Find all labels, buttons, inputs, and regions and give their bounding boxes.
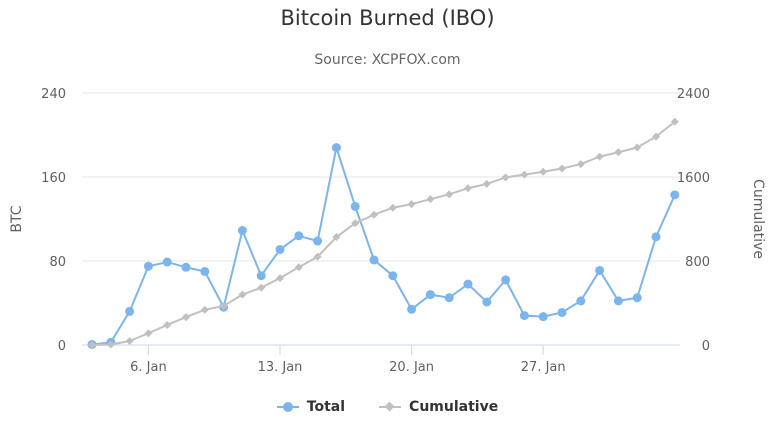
x-tick-label: 6. Jan: [130, 360, 167, 375]
data-point-cumulative: [351, 219, 360, 228]
right-tick-label: 2400: [677, 87, 710, 102]
data-point-cumulative: [520, 170, 529, 179]
data-point-total: [613, 296, 623, 306]
data-point-cumulative: [388, 203, 397, 212]
data-point-cumulative: [595, 152, 604, 161]
chart-subtitle: Source: XCPFOX.com: [314, 52, 461, 68]
data-point-cumulative: [426, 195, 435, 204]
right-tick-label: 800: [685, 255, 710, 270]
chart-title: Bitcoin Burned (IBO): [280, 6, 495, 30]
data-point-cumulative: [445, 190, 454, 199]
data-point-cumulative: [219, 301, 228, 310]
left-tick-label: 0: [58, 339, 66, 354]
data-point-cumulative: [652, 132, 660, 141]
data-point-total: [294, 231, 304, 241]
data-point-cumulative: [576, 160, 585, 169]
data-point-total: [162, 257, 172, 267]
data-point-total: [181, 262, 191, 272]
left-tick-label: 80: [49, 255, 66, 270]
data-point-total: [670, 190, 680, 200]
data-point-cumulative: [332, 233, 341, 242]
data-point-total: [256, 271, 266, 281]
legend-cumulative-symbol: [379, 401, 402, 412]
data-point-cumulative: [182, 313, 190, 322]
x-tick-label: 27. Jan: [521, 360, 566, 375]
right-axis-title: Cumulative: [750, 179, 766, 259]
data-point-cumulative: [370, 210, 378, 219]
legend-item-total[interactable]: Total: [276, 399, 346, 415]
data-point-cumulative: [257, 283, 266, 292]
legend-total-label: Total: [306, 399, 346, 415]
data-point-cumulative: [144, 329, 153, 338]
data-point-total: [407, 304, 417, 314]
data-point-cumulative: [163, 320, 172, 329]
data-point-cumulative: [313, 252, 322, 261]
legend-total-symbol: [276, 402, 299, 412]
data-point-cumulative: [558, 164, 566, 173]
data-point-cumulative: [614, 148, 623, 157]
data-point-total: [313, 236, 323, 246]
data-point-cumulative: [106, 340, 115, 349]
data-point-total: [557, 307, 567, 317]
data-point-total: [200, 267, 210, 276]
series-line-cumulative: [91, 120, 676, 346]
x-tick-label: 13. Jan: [258, 360, 303, 375]
legend-cumulative-label: Cumulative: [409, 399, 499, 415]
data-point-cumulative: [633, 143, 642, 152]
left-tick-label: 160: [41, 171, 66, 186]
data-point-total: [331, 143, 341, 153]
data-point-cumulative: [238, 290, 247, 299]
data-point-total: [237, 226, 247, 236]
data-point-total: [388, 271, 398, 281]
data-point-total: [519, 311, 529, 321]
data-point-cumulative: [464, 184, 472, 193]
data-point-cumulative: [125, 337, 134, 346]
data-point-cumulative: [501, 173, 510, 182]
data-point-total: [501, 275, 511, 285]
data-point-cumulative: [276, 274, 284, 283]
right-tick-label: 1600: [677, 171, 710, 186]
data-point-total: [350, 201, 360, 211]
legend: Total Cumulative: [0, 399, 775, 415]
data-point-total: [651, 232, 661, 242]
data-point-cumulative: [670, 117, 679, 126]
data-point-cumulative: [294, 263, 303, 272]
data-point-total: [482, 297, 492, 307]
data-point-cumulative: [407, 200, 416, 209]
data-point-total: [275, 244, 285, 254]
data-point-total: [369, 255, 379, 265]
left-axis-title: BTC: [9, 205, 25, 232]
data-point-total: [538, 312, 548, 322]
data-point-cumulative: [88, 341, 96, 349]
data-point-total: [595, 265, 605, 275]
data-point-total: [425, 290, 435, 300]
data-point-total: [463, 279, 473, 289]
legend-item-cumulative[interactable]: Cumulative: [379, 399, 498, 415]
data-point-total: [444, 293, 454, 303]
data-point-cumulative: [200, 305, 209, 314]
data-point-total: [576, 296, 586, 306]
x-tick-label: 20. Jan: [389, 360, 434, 375]
data-point-total: [632, 293, 642, 303]
left-tick-label: 240: [41, 87, 66, 102]
data-point-cumulative: [539, 167, 548, 176]
right-tick-label: 0: [702, 339, 710, 354]
data-point-total: [125, 306, 135, 316]
data-point-total: [143, 261, 153, 271]
data-point-cumulative: [482, 179, 491, 188]
